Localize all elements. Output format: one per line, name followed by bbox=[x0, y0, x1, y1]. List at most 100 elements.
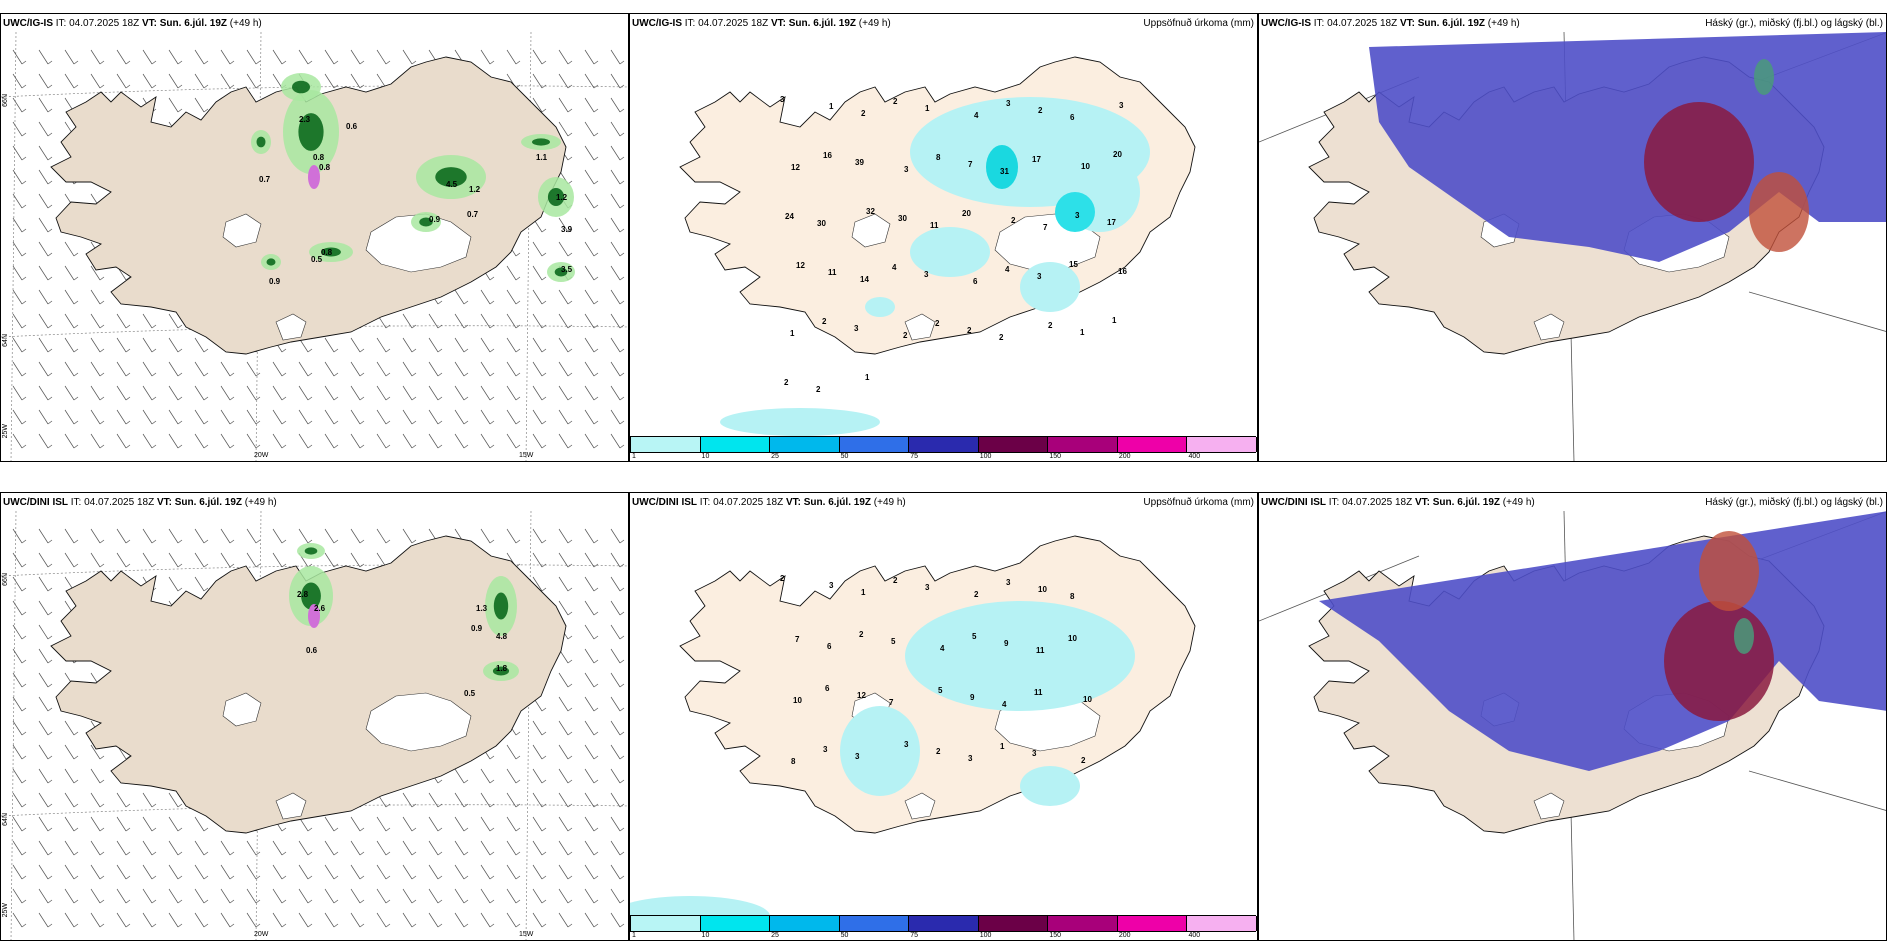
wind-barb bbox=[558, 744, 573, 760]
wind-barb bbox=[246, 385, 261, 401]
wind-barb bbox=[610, 97, 625, 113]
wind-barb bbox=[298, 840, 313, 856]
wind-barb bbox=[194, 816, 209, 832]
wind-value-label: 2.3 bbox=[299, 115, 311, 124]
colorbar-tick-label: 25 bbox=[771, 453, 779, 460]
wind-barb bbox=[610, 289, 625, 305]
precip-value-label: 2 bbox=[816, 385, 821, 394]
glacier-myrdalsjokull bbox=[904, 792, 936, 820]
wind-barb bbox=[506, 528, 521, 544]
wind-barb bbox=[532, 720, 547, 736]
cloud-map bbox=[1259, 511, 1886, 940]
wind-barb bbox=[64, 313, 79, 329]
wind-barb bbox=[194, 433, 209, 449]
wind-barb bbox=[584, 912, 599, 928]
wind-barb bbox=[90, 528, 105, 544]
wind-barb bbox=[64, 888, 79, 904]
lat-label-66n: 66N bbox=[2, 94, 9, 107]
wind-barb bbox=[428, 912, 443, 928]
wind-value-label: 0.5 bbox=[311, 255, 323, 264]
wind-barb bbox=[272, 433, 287, 449]
wind-barb bbox=[506, 888, 521, 904]
heavy-precip-core bbox=[256, 136, 266, 148]
wind-barb bbox=[610, 121, 625, 137]
colorbar-tick-label: 100 bbox=[979, 453, 992, 460]
colorbar-segment bbox=[909, 916, 979, 931]
wind-barb bbox=[12, 49, 27, 65]
wind-barb bbox=[324, 433, 339, 449]
wind-barb bbox=[480, 528, 495, 544]
precip-value-label: 3 bbox=[829, 581, 834, 590]
wind-barb bbox=[12, 888, 27, 904]
wind-barb bbox=[12, 552, 27, 568]
precip-value-label: 7 bbox=[968, 160, 973, 169]
wind-barb bbox=[168, 816, 183, 832]
wind-barb bbox=[168, 385, 183, 401]
wind-barb bbox=[454, 792, 469, 808]
wind-barb bbox=[532, 912, 547, 928]
wind-value-label: 2.8 bbox=[297, 590, 309, 599]
lat-label-64n: 64N bbox=[2, 334, 9, 347]
wind-barb bbox=[584, 768, 599, 784]
wind-barb bbox=[64, 720, 79, 736]
wind-barb bbox=[324, 816, 339, 832]
colorbar-segment bbox=[978, 437, 1049, 452]
wind-barb bbox=[38, 73, 53, 89]
wind-barb bbox=[532, 385, 547, 401]
wind-barb bbox=[402, 337, 417, 353]
wind-barb bbox=[194, 361, 209, 377]
precip-value-label: 3 bbox=[855, 752, 860, 761]
wind-barb bbox=[584, 97, 599, 113]
wind-barb bbox=[350, 888, 365, 904]
wind-barb bbox=[38, 576, 53, 592]
lat-line-66n bbox=[1, 564, 628, 577]
wind-barb bbox=[610, 265, 625, 281]
wind-barb bbox=[506, 840, 521, 856]
precip-value-label: 24 bbox=[785, 212, 794, 221]
wind-barb bbox=[532, 73, 547, 89]
precip-value-label: 3 bbox=[1037, 272, 1042, 281]
wind-barb bbox=[168, 864, 183, 880]
wind-barb bbox=[38, 912, 53, 928]
wind-barb bbox=[246, 49, 261, 65]
colorbar-tick-label: 200 bbox=[1118, 453, 1131, 460]
wind-barb bbox=[584, 289, 599, 305]
wind-barb bbox=[90, 289, 105, 305]
wind-barb bbox=[558, 73, 573, 89]
wind-barb bbox=[116, 433, 131, 449]
wind-barb bbox=[610, 385, 625, 401]
wind-map: 0.6 2.3 0.8 0.7 1.1 0.8 4.5 0.9 1.2 0.7 1.2 3.5 3.9 0… bbox=[1, 32, 628, 461]
wind-barb bbox=[38, 816, 53, 832]
wind-barb bbox=[584, 433, 599, 449]
wind-barb bbox=[168, 73, 183, 89]
wind-barb bbox=[506, 49, 521, 65]
wind-barb bbox=[12, 145, 27, 161]
precip-value-label: 3 bbox=[968, 754, 973, 763]
precip-area bbox=[630, 896, 770, 921]
precip-value-label: 30 bbox=[898, 214, 907, 223]
wind-barb bbox=[558, 241, 573, 257]
panel-clouds-dini: UWC/DINI ISL IT: 04.07.2025 18Z VT: Sun.… bbox=[1258, 492, 1887, 941]
colorbar-tick-label: 10 bbox=[701, 453, 710, 460]
wind-barb bbox=[532, 289, 547, 305]
wind-barb bbox=[480, 792, 495, 808]
wind-barb bbox=[298, 361, 313, 377]
wind-barb bbox=[506, 792, 521, 808]
wind-barb bbox=[116, 49, 131, 65]
wind-barb bbox=[402, 528, 417, 544]
wind-barb bbox=[428, 361, 443, 377]
wind-barb bbox=[38, 217, 53, 233]
wind-barb bbox=[532, 744, 547, 760]
wind-barb bbox=[454, 433, 469, 449]
wind-barb bbox=[584, 73, 599, 89]
wind-barb bbox=[90, 768, 105, 784]
wind-barb bbox=[298, 409, 313, 425]
wind-barb bbox=[506, 864, 521, 880]
colorbar-tick-label: 10 bbox=[701, 932, 710, 939]
wind-barb bbox=[376, 528, 391, 544]
wind-barb bbox=[610, 768, 625, 784]
wind-barb bbox=[168, 840, 183, 856]
wind-barb bbox=[584, 145, 599, 161]
heavy-precip-core bbox=[292, 80, 310, 94]
wind-barb bbox=[610, 409, 625, 425]
